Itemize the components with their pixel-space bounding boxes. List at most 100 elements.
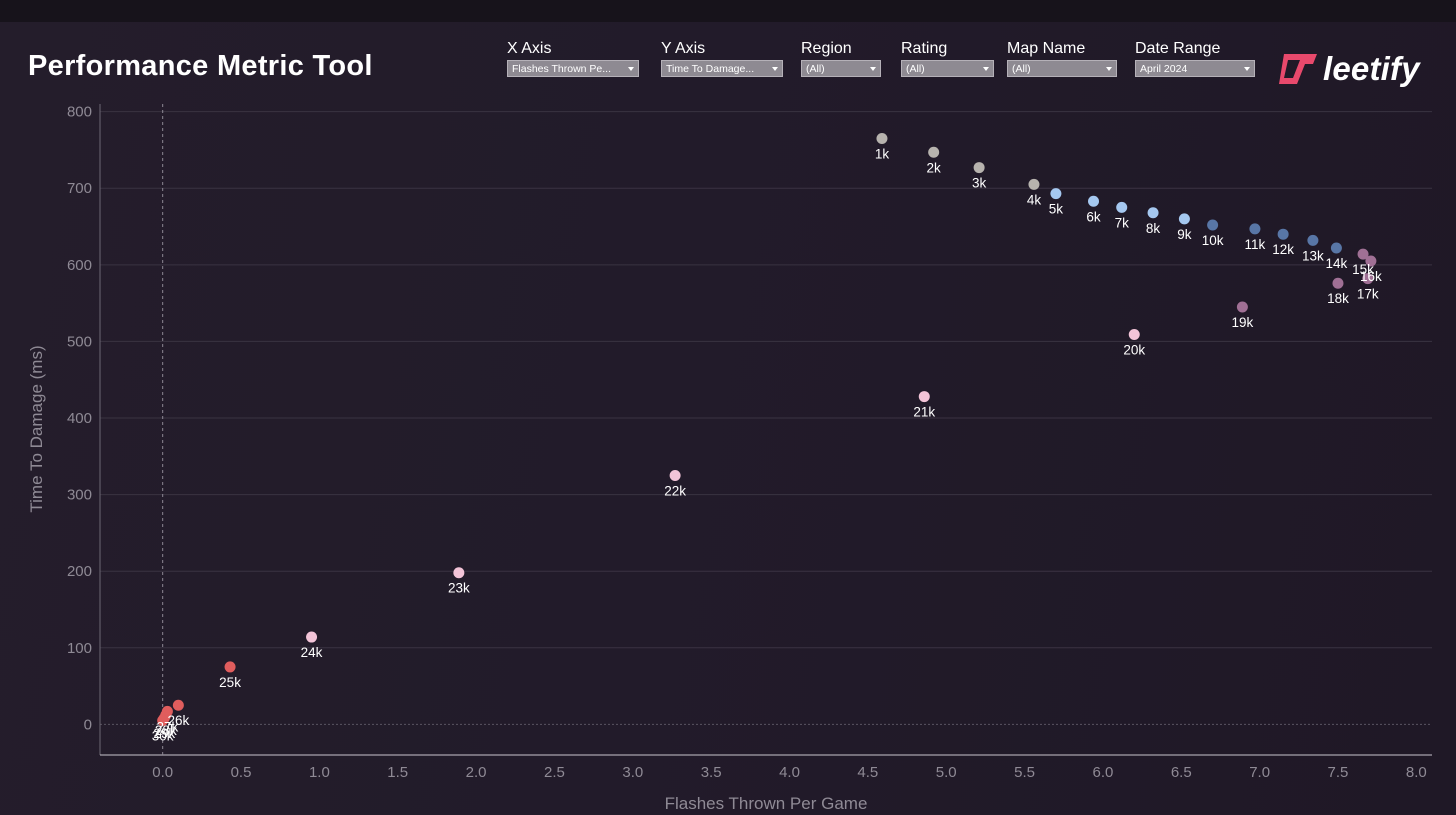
data-label-16k: 16k [1360, 269, 1382, 284]
data-point-20k[interactable] [1128, 329, 1140, 341]
data-point-13k[interactable] [1307, 234, 1319, 246]
data-label-7k: 7k [1115, 215, 1130, 230]
data-label-26k: 26k [167, 713, 189, 728]
data-label-27k: 27k [156, 719, 178, 734]
data-point-24k[interactable] [306, 631, 318, 643]
date-range-dropdown-value: April 2024 [1140, 63, 1188, 75]
data-label-25k: 25k [219, 675, 241, 690]
data-label-19k: 19k [1231, 315, 1253, 330]
data-point-8k[interactable] [1147, 207, 1159, 219]
chevron-down-icon [1106, 67, 1112, 71]
x-tick-label: 5.0 [936, 764, 957, 781]
data-label-24k: 24k [301, 645, 323, 660]
data-point-4k[interactable] [1028, 178, 1040, 190]
data-point-2k[interactable] [928, 146, 940, 158]
x-tick-label: 4.5 [857, 764, 878, 781]
x-tick-label: 5.5 [1014, 764, 1035, 781]
date-range-dropdown[interactable]: April 2024 [1135, 60, 1255, 77]
y-axis-filter-label: Y Axis [661, 40, 706, 57]
data-label-23k: 23k [448, 581, 470, 596]
map-name-filter: Map Name (All) [1007, 40, 1117, 77]
data-label-28k: 28k [155, 723, 177, 738]
data-point-12k[interactable] [1277, 228, 1289, 240]
page-title: Performance Metric Tool [28, 50, 373, 82]
data-point-15k[interactable] [1357, 248, 1369, 260]
x-tick-label: 7.5 [1328, 764, 1349, 781]
x-axis-filter: X Axis Flashes Thrown Pe... [507, 40, 639, 77]
x-axis-dropdown[interactable]: Flashes Thrown Pe... [507, 60, 639, 77]
x-tick-label: 1.0 [309, 764, 330, 781]
data-label-21k: 21k [913, 405, 935, 420]
data-label-22k: 22k [664, 483, 686, 498]
data-point-30k[interactable] [157, 715, 169, 727]
rating-dropdown[interactable]: (All) [901, 60, 994, 77]
y-axis-dropdown-value: Time To Damage... [666, 63, 755, 75]
data-point-6k[interactable] [1088, 195, 1100, 207]
region-dropdown-value: (All) [806, 63, 825, 75]
x-tick-label: 8.0 [1406, 764, 1427, 781]
data-point-7k[interactable] [1116, 201, 1128, 213]
x-axis-dropdown-value: Flashes Thrown Pe... [512, 63, 612, 75]
data-label-29k: 29k [153, 726, 175, 741]
data-point-23k[interactable] [453, 567, 465, 579]
data-label-30k: 30k [152, 729, 174, 744]
x-tick-label: 7.0 [1249, 764, 1270, 781]
data-point-21k[interactable] [918, 391, 930, 403]
x-tick-labels: 0.0 0.5 1.0 1.5 2.0 2.5 3.0 3.5 4.0 4.5 5.0 5.5 6.0 6… [152, 764, 1427, 781]
map-name-filter-label: Map Name [1007, 40, 1086, 57]
data-label-15k: 15k [1352, 262, 1374, 277]
data-label-20k: 20k [1123, 343, 1145, 358]
data-label-11k: 11k [1245, 237, 1266, 252]
data-point-17k[interactable] [1362, 273, 1374, 285]
data-point-19k[interactable] [1236, 301, 1248, 313]
data-point-5k[interactable] [1050, 188, 1062, 200]
data-point-14k[interactable] [1330, 242, 1342, 254]
y-tick-label: 0 [84, 716, 92, 733]
data-point-26k[interactable] [172, 699, 184, 711]
y-axis-title: Time To Damage (ms) [27, 345, 46, 512]
data-point-22k[interactable] [669, 469, 681, 481]
x-tick-label: 3.5 [701, 764, 722, 781]
rating-dropdown-value: (All) [906, 63, 925, 75]
x-tick-label: 0.0 [152, 764, 173, 781]
y-axis-dropdown[interactable]: Time To Damage... [661, 60, 783, 77]
date-range-filter: Date Range April 2024 [1135, 40, 1255, 77]
data-label-10k: 10k [1202, 233, 1224, 248]
y-tick-labels: 0 100 200 300 400 500 600 700 800 [67, 104, 92, 734]
data-label-18k: 18k [1327, 291, 1349, 306]
data-label-12k: 12k [1272, 242, 1294, 257]
data-point-11k[interactable] [1249, 223, 1261, 235]
data-label-6k: 6k [1086, 209, 1101, 224]
chevron-down-icon [1244, 67, 1250, 71]
data-label-5k: 5k [1049, 202, 1064, 217]
leetify-logo-text: leetify [1323, 50, 1420, 87]
map-name-dropdown[interactable]: (All) [1007, 60, 1117, 77]
data-label-3k: 3k [972, 176, 987, 191]
chevron-down-icon [628, 67, 634, 71]
date-range-filter-label: Date Range [1135, 40, 1221, 57]
data-point-10k[interactable] [1207, 219, 1219, 231]
data-label-2k: 2k [927, 160, 942, 175]
data-point-16k[interactable] [1365, 255, 1377, 267]
data-point-1k[interactable] [876, 132, 888, 144]
x-tick-label: 1.5 [387, 764, 408, 781]
leetify-logo: leetify [1277, 50, 1442, 88]
x-tick-label: 4.0 [779, 764, 800, 781]
rating-filter: Rating (All) [901, 40, 994, 77]
x-axis-title: Flashes Thrown Per Game [665, 794, 868, 813]
region-dropdown[interactable]: (All) [801, 60, 881, 77]
y-axis-filter: Y Axis Time To Damage... [661, 40, 783, 77]
chevron-down-icon [772, 67, 778, 71]
data-point-9k[interactable] [1178, 213, 1190, 225]
data-point-18k[interactable] [1332, 277, 1344, 289]
data-point-25k[interactable] [224, 661, 236, 673]
data-label-17k: 17k [1357, 287, 1379, 302]
x-tick-label: 0.5 [231, 764, 252, 781]
data-label-8k: 8k [1146, 221, 1161, 236]
window-top-bar [0, 0, 1456, 22]
chart-gridlines [100, 111, 1432, 725]
data-label-4k: 4k [1027, 192, 1042, 207]
data-point-3k[interactable] [973, 162, 985, 174]
data-points [157, 132, 1377, 727]
